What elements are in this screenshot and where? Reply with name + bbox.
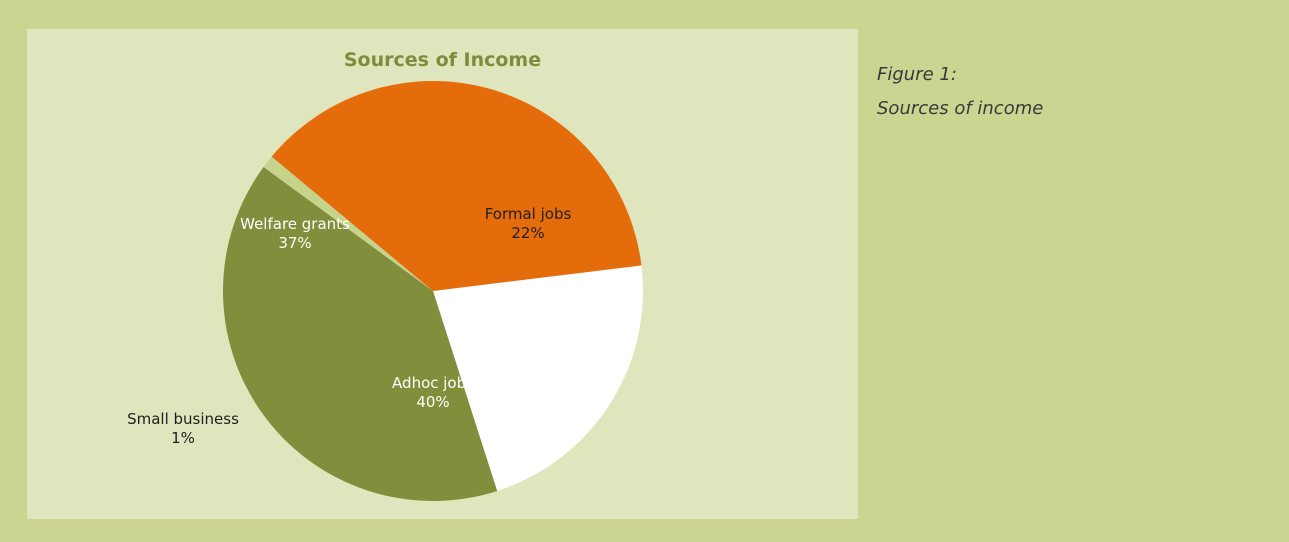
slice-label-small-business: Small business 1% (127, 410, 239, 447)
figure-caption: Figure 1: Sources of income (877, 58, 1043, 126)
caption-line-1: Figure 1: (877, 64, 957, 85)
pie-slice-adhoc-jobs (223, 166, 498, 502)
caption-line-2: Sources of income (877, 98, 1044, 119)
slice-label-formal-jobs: Formal jobs 22% (485, 205, 572, 242)
slice-label-welfare-grants: Welfare grants 37% (240, 215, 350, 252)
chart-title: Sources of Income (343, 49, 542, 71)
chart-panel: Sources of Income Formal jobs 22% Adhoc jo… (27, 29, 858, 519)
slice-label-adhoc-jobs: Adhoc jobs 40% (392, 374, 474, 411)
pie-slice-welfare-grants (271, 80, 642, 292)
pie-slice-formal-jobs (433, 265, 643, 491)
pie-slice-small-business (263, 156, 433, 291)
pie-chart: Formal jobs 22% Adhoc jobs 40% Small busines… (127, 80, 643, 502)
